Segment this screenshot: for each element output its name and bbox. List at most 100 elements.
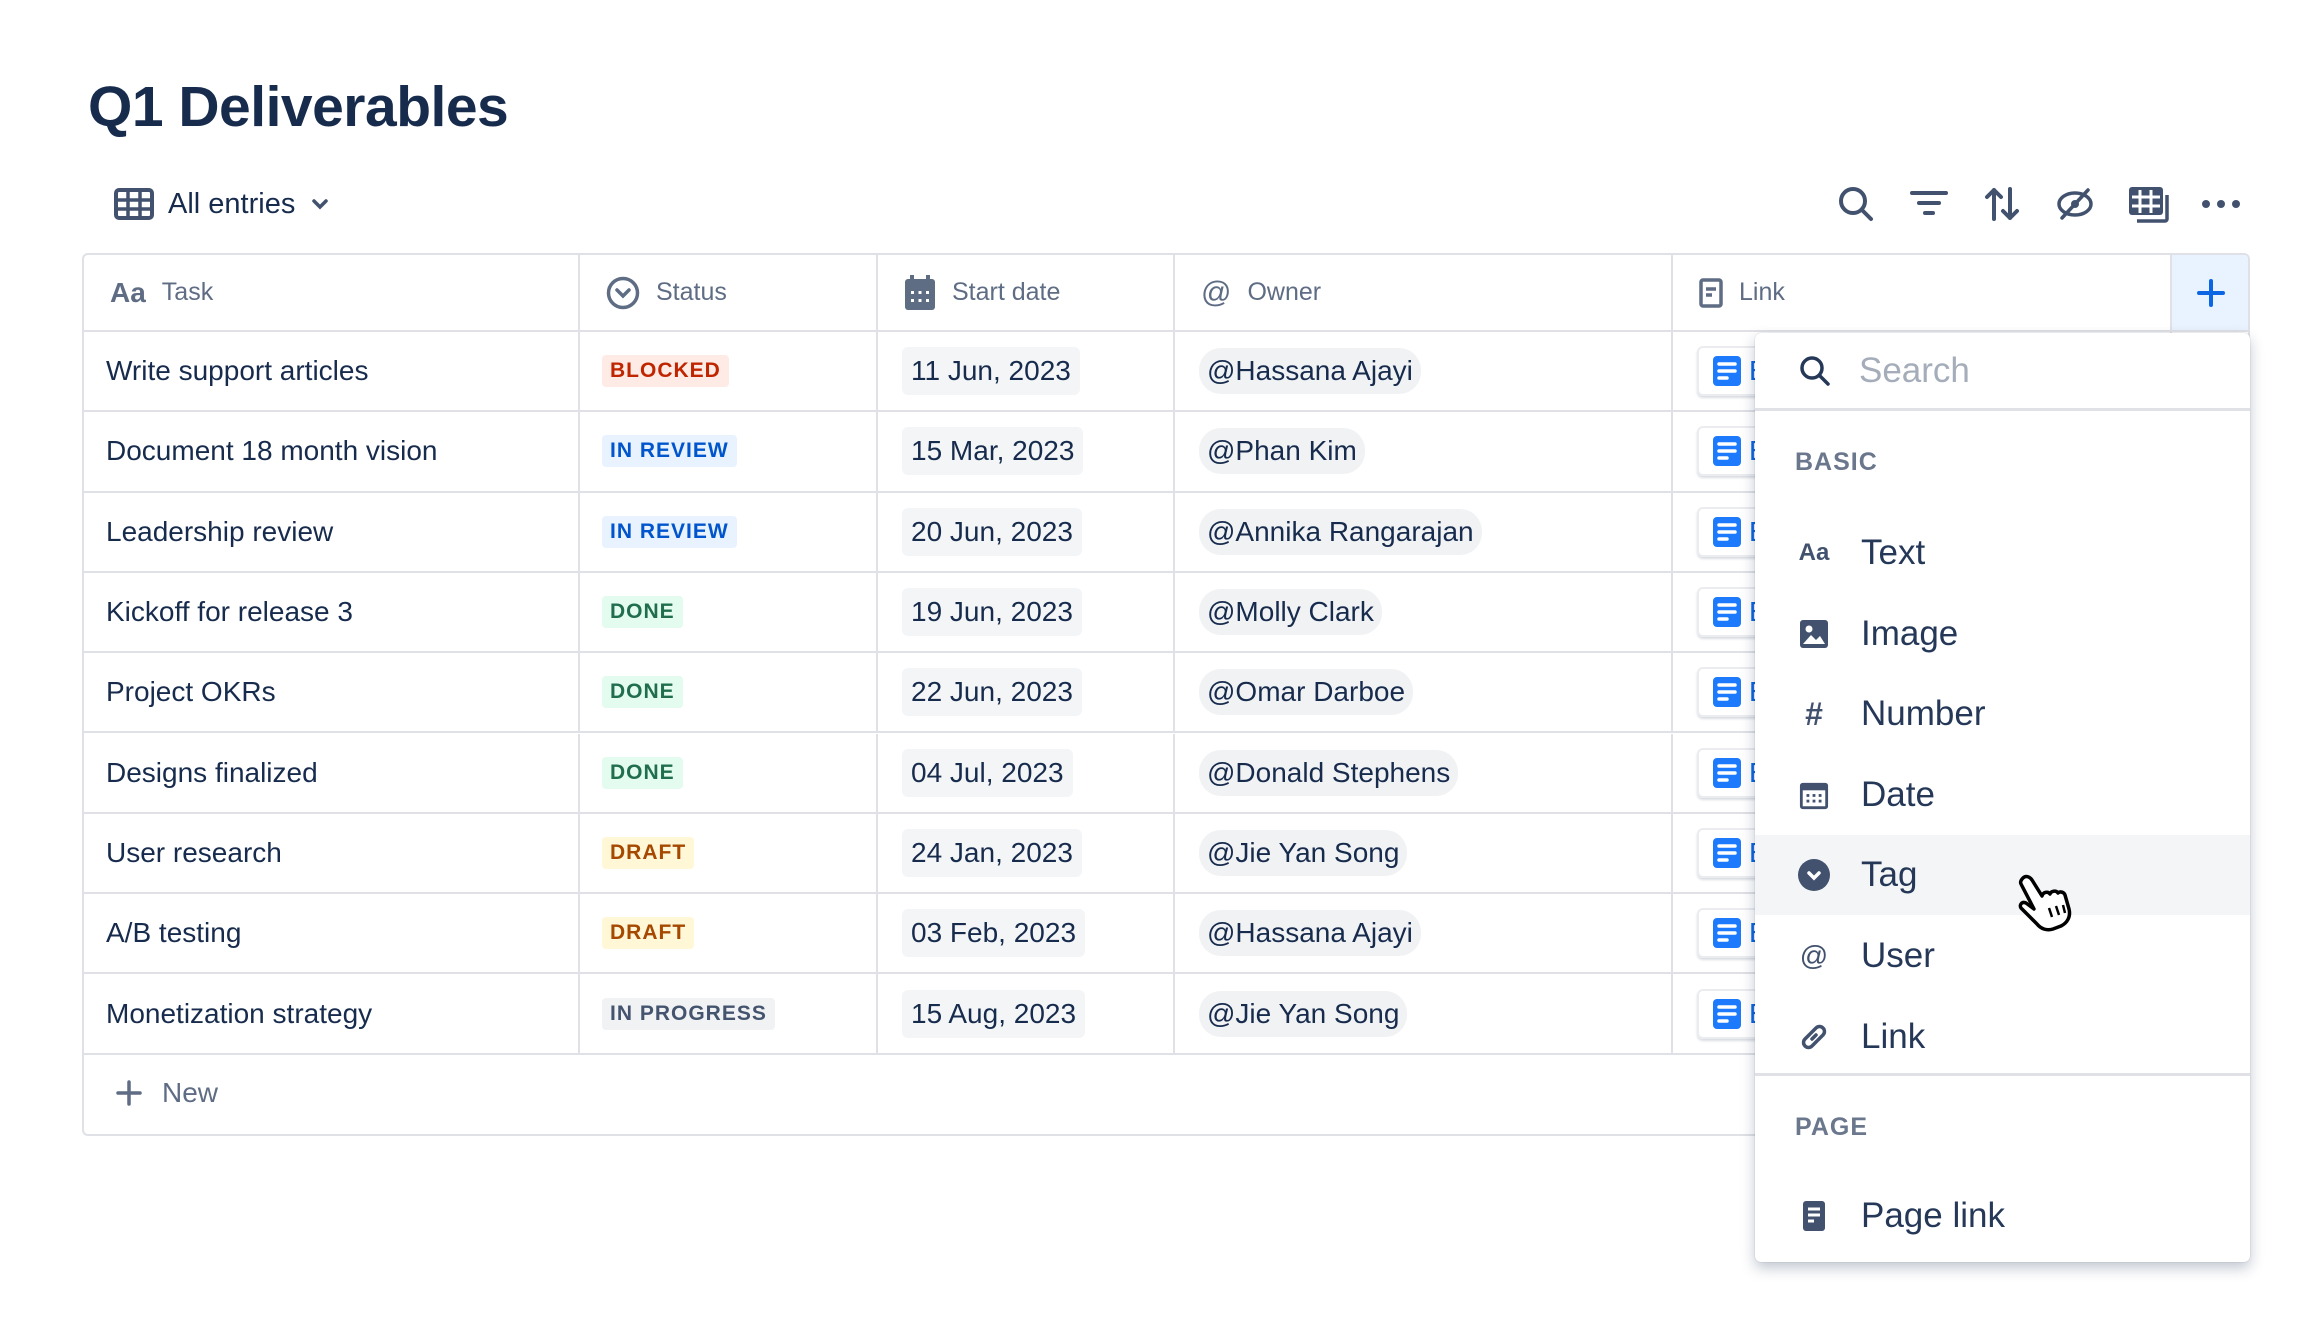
user-mention[interactable]: @Annika Rangarajan xyxy=(1199,508,1482,555)
status-cell[interactable]: IN REVIEW xyxy=(580,412,878,491)
task-cell[interactable]: Leadership review xyxy=(84,492,580,571)
column-header-link[interactable]: Link xyxy=(1673,255,2172,330)
menu-item-page-link[interactable]: Page link xyxy=(1755,1176,2250,1256)
section-page: PAGE xyxy=(1795,1113,1868,1141)
date-cell[interactable]: 24 Jan, 2023 xyxy=(878,813,1175,893)
status-badge: DONE xyxy=(602,596,683,629)
menu-item-user[interactable]: @ User xyxy=(1755,916,2250,996)
status-cell[interactable]: IN REVIEW xyxy=(580,492,878,571)
date-cell[interactable]: 15 Mar, 2023 xyxy=(878,412,1175,491)
table-row: Kickoff for release 3 DONE 19 Jun, 2023 … xyxy=(84,572,2248,654)
user-mention[interactable]: @Phan Kim xyxy=(1199,428,1365,475)
date-cell[interactable]: 03 Feb, 2023 xyxy=(878,894,1175,973)
new-row-button[interactable]: New xyxy=(84,1051,2248,1134)
text-icon: Aa xyxy=(110,276,146,308)
date-value: 24 Jan, 2023 xyxy=(902,828,1082,877)
status-cell[interactable]: DONE xyxy=(580,572,878,652)
more-icon xyxy=(2202,200,2240,208)
hide-icon xyxy=(2057,188,2093,220)
section-basic: BASIC xyxy=(1795,448,1878,476)
owner-cell[interactable]: @Annika Rangarajan xyxy=(1175,492,1673,571)
status-cell[interactable]: DONE xyxy=(580,733,878,812)
user-mention[interactable]: @Donald Stephens xyxy=(1199,749,1459,796)
at-icon: @ xyxy=(1201,275,1232,309)
date-value: 15 Mar, 2023 xyxy=(902,427,1084,476)
column-header-task[interactable]: Aa Task xyxy=(84,255,580,330)
page-icon xyxy=(1699,277,1723,308)
column-header-owner[interactable]: @ Owner xyxy=(1175,255,1673,330)
filter-button[interactable] xyxy=(1905,180,1953,228)
date-value: 22 Jun, 2023 xyxy=(902,668,1082,717)
add-column-button[interactable] xyxy=(2172,255,2248,330)
menu-search[interactable]: Search xyxy=(1755,333,2250,411)
menu-item-image[interactable]: Image xyxy=(1755,594,2250,674)
column-header-status[interactable]: Status xyxy=(580,255,878,330)
menu-item-text[interactable]: Aa Text xyxy=(1798,533,1926,572)
page-title: Q1 Deliverables xyxy=(88,75,509,139)
user-mention[interactable]: @Hassana Ajayi xyxy=(1199,348,1421,395)
owner-cell[interactable]: @Molly Clark xyxy=(1175,572,1673,652)
date-cell[interactable]: 20 Jun, 2023 xyxy=(878,492,1175,571)
more-button[interactable] xyxy=(2197,180,2245,228)
hide-fields-button[interactable] xyxy=(2051,180,2099,228)
page-icon xyxy=(1797,1200,1831,1232)
owner-cell[interactable]: @Hassana Ajayi xyxy=(1175,332,1673,411)
status-cell[interactable]: DRAFT xyxy=(580,813,878,893)
tag-icon xyxy=(1797,858,1831,892)
user-mention[interactable]: @Molly Clark xyxy=(1199,589,1382,636)
layout-button[interactable] xyxy=(2124,180,2172,228)
page-icon xyxy=(1713,837,1741,868)
task-cell[interactable]: Designs finalized xyxy=(84,733,580,812)
hash-icon: # xyxy=(1805,695,1823,732)
date-value: 03 Feb, 2023 xyxy=(902,909,1086,958)
status-badge: BLOCKED xyxy=(602,355,729,388)
status-cell[interactable]: DONE xyxy=(580,653,878,732)
task-cell[interactable]: Kickoff for release 3 xyxy=(84,572,580,652)
sort-icon xyxy=(1985,187,2019,221)
date-cell[interactable]: 04 Jul, 2023 xyxy=(878,733,1175,812)
task-cell[interactable]: Write support articles xyxy=(84,332,580,411)
table-layout-icon xyxy=(2129,187,2169,223)
user-mention[interactable]: @Jie Yan Song xyxy=(1199,829,1408,876)
task-cell[interactable]: A/B testing xyxy=(84,894,580,973)
task-cell[interactable]: Monetization strategy xyxy=(84,974,580,1053)
sort-button[interactable] xyxy=(1978,180,2026,228)
status-cell[interactable]: DRAFT xyxy=(580,894,878,973)
database-table: Aa Task Status Start date @ Owner Link Wri… xyxy=(82,253,2250,1136)
status-badge: DONE xyxy=(602,676,683,709)
owner-cell[interactable]: @Phan Kim xyxy=(1175,412,1673,491)
search-icon xyxy=(1800,355,1830,386)
date-cell[interactable]: 22 Jun, 2023 xyxy=(878,653,1175,732)
status-cell[interactable]: IN PROGRESS xyxy=(580,974,878,1053)
view-selector[interactable]: All entries xyxy=(114,182,331,226)
search-input[interactable]: Search xyxy=(1859,350,1970,390)
column-header-start-date[interactable]: Start date xyxy=(878,255,1175,330)
owner-cell[interactable]: @Jie Yan Song xyxy=(1175,813,1673,893)
user-mention[interactable]: @Omar Darboe xyxy=(1199,669,1414,716)
task-cell[interactable]: User research xyxy=(84,813,580,893)
date-cell[interactable]: 11 Jun, 2023 xyxy=(878,332,1175,411)
owner-cell[interactable]: @Jie Yan Song xyxy=(1175,974,1673,1053)
date-cell[interactable]: 19 Jun, 2023 xyxy=(878,572,1175,652)
task-cell[interactable]: Document 18 month vision xyxy=(84,412,580,491)
task-cell[interactable]: Project OKRs xyxy=(84,653,580,732)
menu-item-date[interactable]: Date xyxy=(1755,755,2250,835)
search-button[interactable] xyxy=(1832,180,1880,228)
status-badge: DRAFT xyxy=(602,917,695,950)
user-mention[interactable]: @Jie Yan Song xyxy=(1199,990,1408,1037)
table-row: A/B testing DRAFT 03 Feb, 2023 @Hassana … xyxy=(84,894,2248,975)
status-cell[interactable]: BLOCKED xyxy=(580,332,878,411)
page-icon xyxy=(1713,436,1741,467)
menu-item-link[interactable]: Link xyxy=(1755,997,2250,1077)
owner-cell[interactable]: @Hassana Ajayi xyxy=(1175,894,1673,973)
owner-cell[interactable]: @Donald Stephens xyxy=(1175,733,1673,812)
menu-item-tag[interactable]: Tag xyxy=(1755,835,2250,916)
date-cell[interactable]: 15 Aug, 2023 xyxy=(878,974,1175,1053)
owner-cell[interactable]: @Omar Darboe xyxy=(1175,653,1673,732)
text-icon: Aa xyxy=(1798,539,1830,566)
user-mention[interactable]: @Hassana Ajayi xyxy=(1199,910,1421,957)
status-badge: DONE xyxy=(602,756,683,789)
view-label: All entries xyxy=(168,187,296,220)
menu-item-number[interactable]: # Number xyxy=(1755,674,2250,754)
table-row: Write support articles BLOCKED 11 Jun, 2… xyxy=(84,332,2248,413)
